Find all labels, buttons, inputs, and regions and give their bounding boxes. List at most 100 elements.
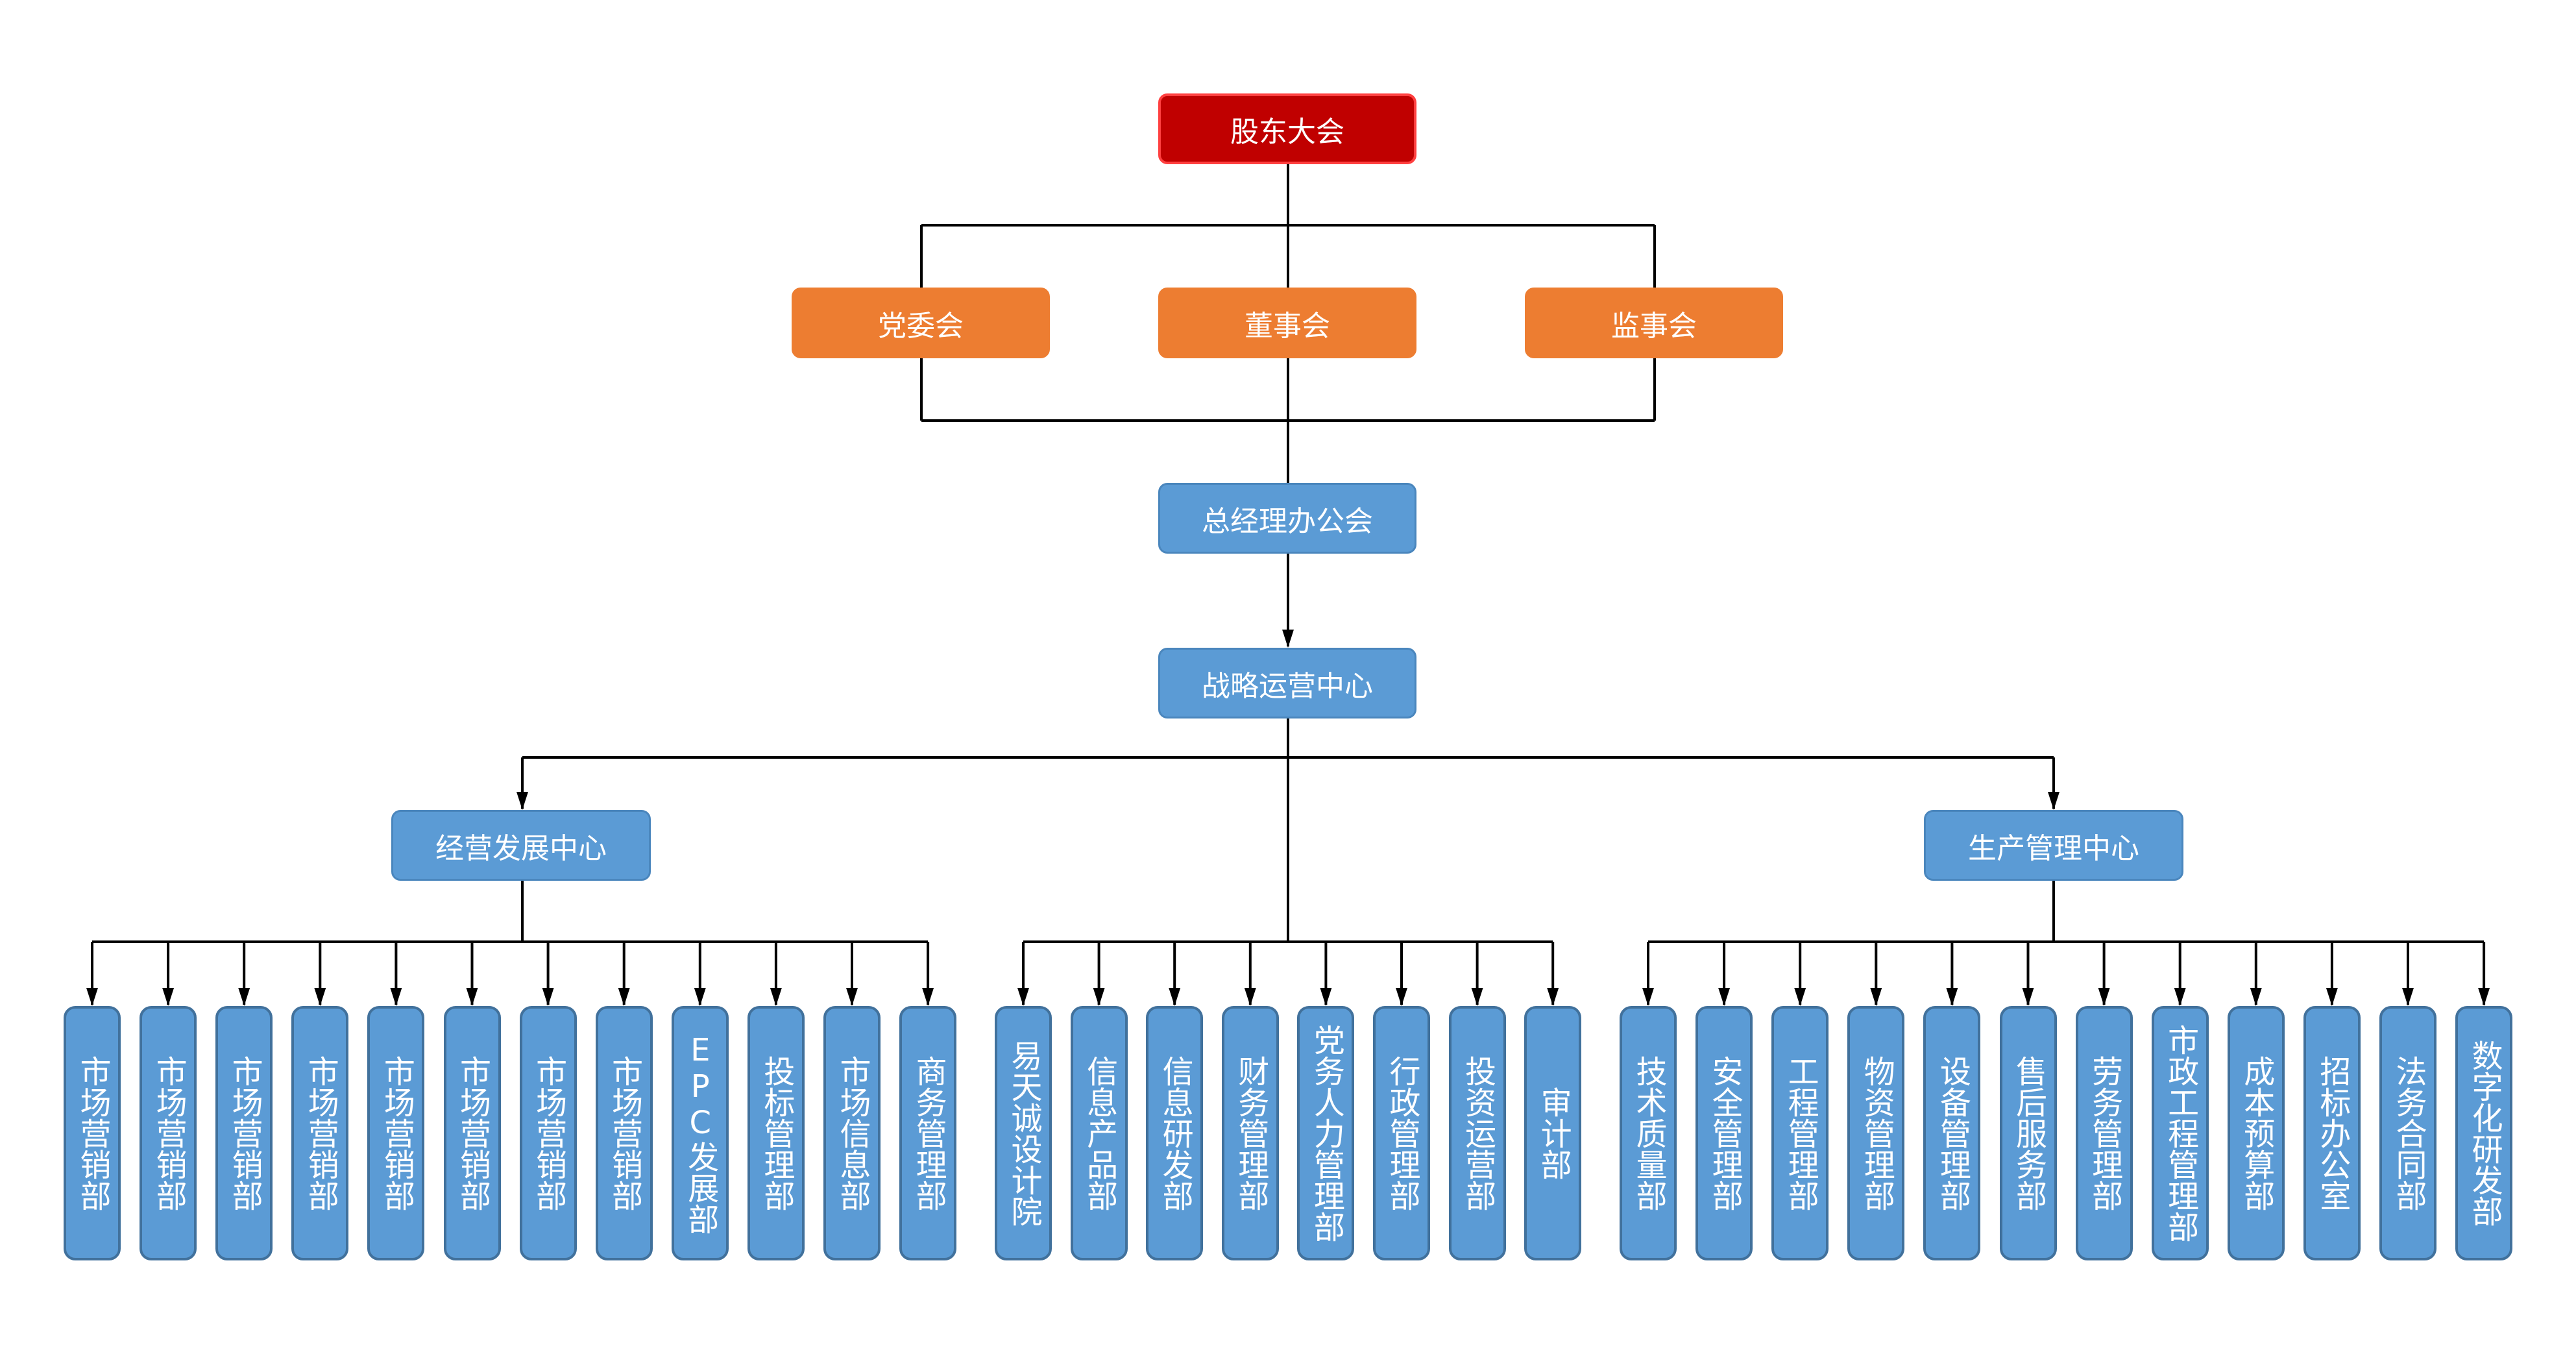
arrowhead [2402,988,2414,1006]
department-node[interactable]: 党务人力管理部 [1297,1006,1355,1260]
department-node[interactable]: 财务管理部 [1221,1006,1279,1260]
arrowhead [1017,988,1029,1006]
supervisory-board-node[interactable]: 监事会 [1525,288,1783,358]
arrowhead [2048,792,2060,810]
node-label: 经营发展中心 [435,831,607,865]
arrowhead [390,988,402,1006]
arrowhead [516,792,528,810]
department-label: 招标办公室 [2314,1055,2351,1211]
department-label: 劳务管理部 [2086,1055,2123,1211]
department-node[interactable]: 设备管理部 [1923,1006,1981,1260]
department-node[interactable]: 市场营销部 [215,1006,273,1260]
department-node[interactable]: 成本预算部 [2227,1006,2285,1260]
department-label: 商务管理部 [910,1055,947,1211]
department-node[interactable]: 市场营销部 [367,1006,425,1260]
arrowhead [1642,988,1654,1006]
arrowhead [2174,988,2186,1006]
department-node[interactable]: 行政管理部 [1373,1006,1430,1260]
department-label: 投标管理部 [758,1055,795,1211]
department-label: 设备管理部 [1934,1055,1971,1211]
department-node[interactable]: 安全管理部 [1695,1006,1753,1260]
node-label: 监事会 [1611,309,1697,343]
department-label: 市场营销部 [530,1055,567,1211]
department-node[interactable]: 市场信息部 [823,1006,881,1260]
department-label: 技术质量部 [1630,1055,1667,1211]
arrowhead [162,988,175,1006]
department-node[interactable]: 商务管理部 [899,1006,957,1260]
department-label: 市场信息部 [834,1055,871,1211]
board-of-directors-node[interactable]: 董事会 [1158,288,1416,358]
node-label: 股东大会 [1230,115,1344,149]
department-node[interactable]: 市场营销部 [64,1006,121,1260]
department-node[interactable]: 市场营销部 [140,1006,197,1260]
arrowhead [542,988,554,1006]
department-label: 审计部 [1535,1087,1572,1180]
arrowhead [1870,988,1882,1006]
department-label: 安全管理部 [1706,1055,1743,1211]
arrowhead [2098,988,2110,1006]
node-label: 董事会 [1245,309,1330,343]
department-node[interactable]: 投资运营部 [1448,1006,1506,1260]
arrowhead [922,988,934,1006]
department-label: 党务人力管理部 [1307,1024,1344,1242]
arrowhead [466,988,478,1006]
department-node[interactable]: 招标办公室 [2303,1006,2361,1260]
department-node[interactable]: 物资管理部 [1847,1006,1905,1260]
arrowhead [1547,988,1559,1006]
department-node[interactable]: 法务合同部 [2379,1006,2436,1260]
production-center-node[interactable]: 生产管理中心 [1924,810,2183,881]
department-node[interactable]: 数字化研发部 [2455,1006,2513,1260]
department-label: 市场营销部 [150,1055,187,1211]
arrowhead [86,988,98,1006]
department-label: 信息研发部 [1156,1055,1193,1211]
shareholders-meeting-node[interactable]: 股东大会 [1158,93,1416,164]
department-label: 市场营销部 [302,1055,339,1211]
business-center-node[interactable]: 经营发展中心 [391,810,651,881]
department-label: 物资管理部 [1858,1055,1895,1211]
department-node[interactable]: 投标管理部 [747,1006,805,1260]
arrowhead [846,988,858,1006]
department-node[interactable]: 市场营销部 [519,1006,577,1260]
arrowhead [770,988,782,1006]
department-label: 市场营销部 [74,1055,111,1211]
department-node[interactable]: 售后服务部 [1999,1006,2057,1260]
department-label: 数字化研发部 [2466,1040,2503,1227]
arrowhead [1093,988,1105,1006]
department-node[interactable]: 工程管理部 [1771,1006,1829,1260]
department-label: EPC发展部 [682,1032,719,1234]
department-label: 市场营销部 [454,1055,491,1211]
arrowhead [2326,988,2338,1006]
arrowhead [1244,988,1256,1006]
strategy-center-node[interactable]: 战略运营中心 [1158,648,1416,718]
arrowhead [1169,988,1181,1006]
department-label: 成本预算部 [2238,1055,2275,1211]
arrowhead [1718,988,1731,1006]
party-committee-node[interactable]: 党委会 [792,288,1050,358]
arrowhead [1282,630,1294,648]
arrowhead [314,988,326,1006]
department-node[interactable]: 市场营销部 [443,1006,501,1260]
arrowhead [1946,988,1958,1006]
department-node[interactable]: EPC发展部 [671,1006,729,1260]
arrowhead [1396,988,1407,1006]
gm-office-node[interactable]: 总经理办公会 [1158,483,1416,554]
department-label: 投资运营部 [1459,1055,1496,1211]
department-label: 售后服务部 [2010,1055,2047,1211]
department-node[interactable]: 审计部 [1524,1006,1582,1260]
node-label: 生产管理中心 [1968,831,2139,865]
department-node[interactable]: 技术质量部 [1620,1006,1677,1260]
arrowhead [2478,988,2490,1006]
department-node[interactable]: 市场营销部 [595,1006,653,1260]
department-node[interactable]: 市场营销部 [291,1006,349,1260]
department-label: 市政工程管理部 [2162,1024,2199,1242]
department-node[interactable]: 市政工程管理部 [2151,1006,2209,1260]
arrowhead [618,988,630,1006]
department-node[interactable]: 信息产品部 [1070,1006,1128,1260]
department-node[interactable]: 易天诚设计院 [995,1006,1052,1260]
department-node[interactable]: 信息研发部 [1146,1006,1204,1260]
department-node[interactable]: 劳务管理部 [2075,1006,2133,1260]
department-label: 市场营销部 [606,1055,643,1211]
arrowhead [1471,988,1483,1006]
arrowhead [694,988,706,1006]
